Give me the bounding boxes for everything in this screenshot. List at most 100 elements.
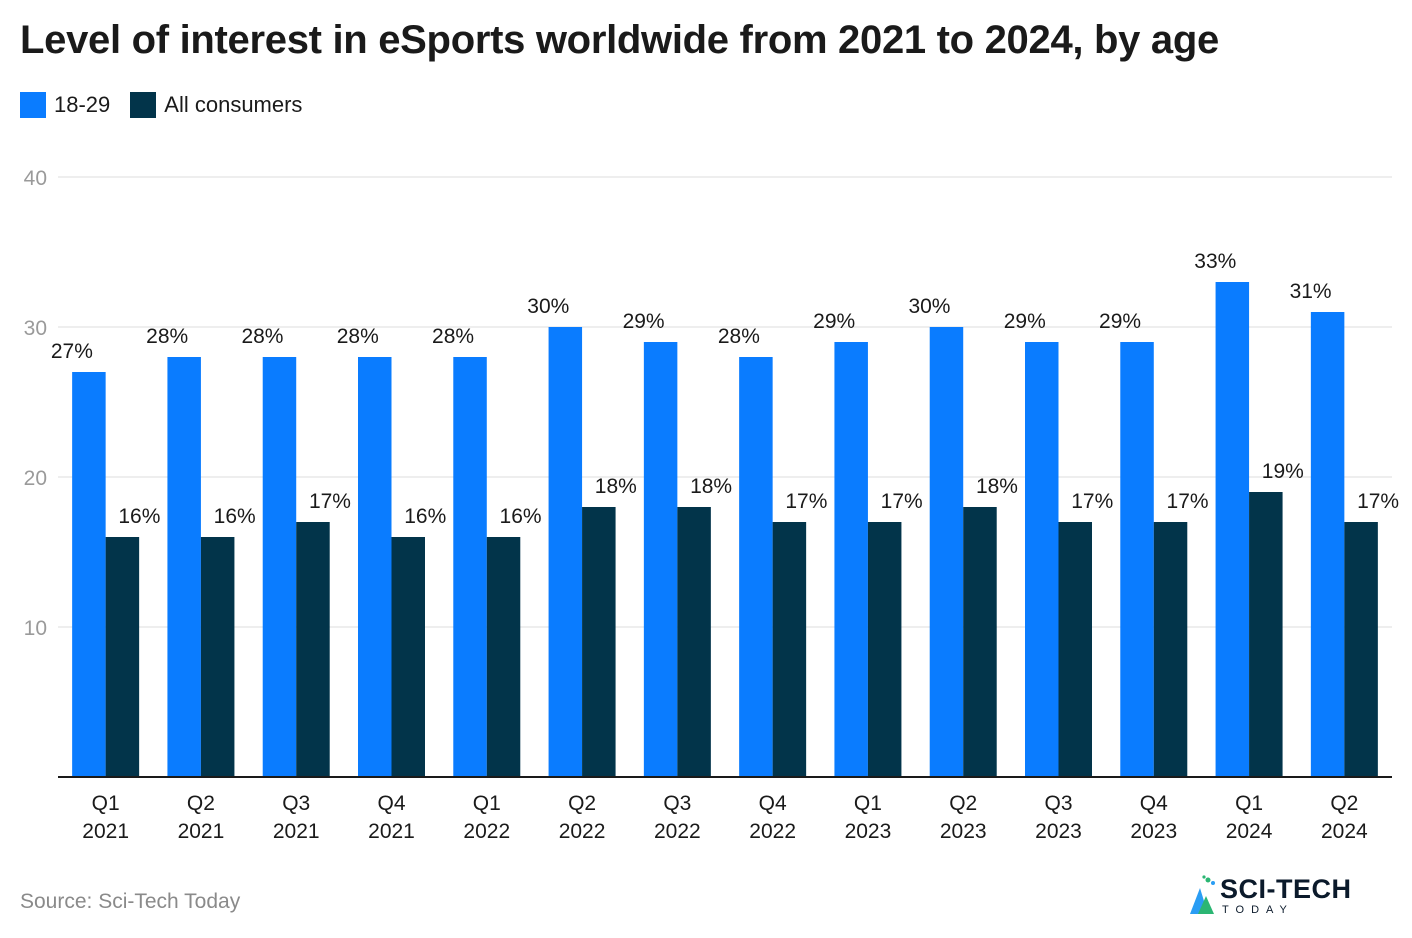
bar-series-2 (963, 507, 997, 777)
data-label-series-2: 17% (785, 490, 827, 513)
x-tick-label-year: 2022 (559, 820, 606, 843)
x-tick-label-year: 2023 (1035, 820, 1082, 843)
x-tick-label-year: 2022 (749, 820, 796, 843)
x-tick-label-quarter: Q2 (187, 792, 215, 815)
bar-series-1 (262, 357, 297, 777)
data-label-series-2: 16% (404, 505, 446, 528)
bar-series-2 (677, 507, 711, 777)
legend-item-series-2: All consumers (130, 92, 302, 118)
sci-tech-logo: SCI-TECH TODAY (1186, 874, 1376, 922)
bar-series-2 (391, 537, 425, 777)
data-label-series-2: 18% (690, 475, 732, 498)
bar-series-1 (453, 357, 487, 777)
x-tick-label-year: 2021 (82, 820, 129, 843)
data-label-series-2: 18% (976, 475, 1018, 498)
bar-series-1 (358, 357, 392, 777)
data-label-series-1: 27% (51, 340, 93, 363)
data-label-series-2: 16% (214, 505, 256, 528)
bar-series-1 (643, 342, 678, 777)
data-label-series-1: 29% (623, 310, 665, 333)
data-label-series-2: 16% (500, 505, 542, 528)
bar-series-2 (772, 522, 807, 777)
x-tick-label-quarter: Q2 (949, 792, 977, 815)
x-tick-label-quarter: Q3 (1044, 792, 1072, 815)
data-label-series-1: 29% (1099, 310, 1141, 333)
data-label-series-1: 28% (337, 325, 379, 348)
bar-series-2 (296, 522, 330, 777)
bar-series-2 (1344, 522, 1378, 777)
x-tick-label-year: 2021 (178, 820, 225, 843)
data-label-series-2: 17% (1167, 490, 1209, 513)
data-label-series-2: 18% (595, 475, 637, 498)
x-tick-label-quarter: Q3 (282, 792, 310, 815)
logo-mark-icon (1190, 875, 1215, 914)
data-label-series-2: 17% (309, 490, 351, 513)
x-tick-label-year: 2024 (1321, 820, 1368, 843)
x-tick-label-year: 2022 (654, 820, 701, 843)
legend-label-series-1: 18-29 (54, 92, 111, 117)
data-label-series-1: 30% (527, 295, 569, 318)
data-label-series-1: 29% (813, 310, 855, 333)
bar-series-2 (582, 507, 616, 777)
data-label-series-1: 31% (1290, 280, 1332, 303)
data-label-series-1: 28% (146, 325, 188, 348)
data-label-series-2: 17% (1357, 490, 1399, 513)
bar-series-1 (1215, 282, 1250, 777)
x-tick-label-quarter: Q1 (92, 792, 120, 815)
data-label-series-1: 28% (718, 325, 760, 348)
data-label-series-1: 29% (1004, 310, 1046, 333)
data-label-series-2: 17% (1071, 490, 1113, 513)
bar-series-1 (1310, 312, 1345, 777)
bar-series-1 (548, 327, 583, 777)
bar-series-2 (867, 522, 902, 777)
x-tick-label-quarter: Q1 (473, 792, 501, 815)
bar-series-1 (1025, 342, 1059, 777)
x-tick-label-year: 2023 (940, 820, 987, 843)
bar-series-1 (72, 372, 106, 777)
legend: 18-29 All consumers (20, 92, 322, 118)
x-tick-label-quarter: Q1 (854, 792, 882, 815)
legend-swatch-series-2 (130, 92, 157, 118)
y-tick-label: 40 (24, 167, 47, 190)
bar-series-1 (739, 357, 773, 777)
x-tick-label-year: 2023 (1130, 820, 1177, 843)
bar-series-2 (105, 537, 140, 777)
x-tick-label-year: 2021 (368, 820, 415, 843)
source-note: Source: Sci-Tech Today (20, 890, 241, 913)
x-tick-label-year: 2022 (463, 820, 510, 843)
bar-series-1 (167, 357, 201, 777)
x-tick-label-quarter: Q3 (663, 792, 691, 815)
x-tick-label-year: 2021 (273, 820, 320, 843)
legend-item-series-1: 18-29 (20, 92, 110, 118)
y-tick-label: 30 (24, 317, 47, 340)
data-label-series-1: 30% (908, 295, 950, 318)
bar-series-1 (1120, 342, 1154, 777)
data-label-series-1: 28% (432, 325, 474, 348)
bar-series-2 (1249, 492, 1283, 777)
data-label-series-2: 19% (1262, 460, 1304, 483)
bar-series-2 (200, 537, 235, 777)
bar-series-2 (486, 537, 521, 777)
bar-series-2 (1153, 522, 1188, 777)
x-tick-label-year: 2023 (845, 820, 892, 843)
logo-subtext: TODAY (1222, 904, 1294, 916)
chart-title: Level of interest in eSports worldwide f… (20, 18, 1219, 62)
data-label-series-1: 33% (1194, 250, 1236, 273)
y-tick-label: 10 (24, 617, 47, 640)
bar-series-1 (834, 342, 868, 777)
legend-label-series-2: All consumers (164, 92, 303, 117)
x-tick-label-quarter: Q4 (759, 792, 787, 815)
data-label-series-2: 16% (118, 505, 160, 528)
legend-swatch-series-1 (20, 92, 46, 118)
logo-text: SCI-TECH (1220, 874, 1352, 904)
x-tick-label-year: 2024 (1226, 820, 1273, 843)
x-tick-label-quarter: Q2 (568, 792, 596, 815)
x-tick-label-quarter: Q4 (377, 792, 405, 815)
data-label-series-2: 17% (881, 490, 923, 513)
x-tick-label-quarter: Q1 (1235, 792, 1263, 815)
data-label-series-1: 28% (241, 325, 283, 348)
x-tick-label-quarter: Q2 (1330, 792, 1358, 815)
y-tick-label: 20 (24, 467, 47, 490)
x-tick-label-quarter: Q4 (1140, 792, 1168, 815)
